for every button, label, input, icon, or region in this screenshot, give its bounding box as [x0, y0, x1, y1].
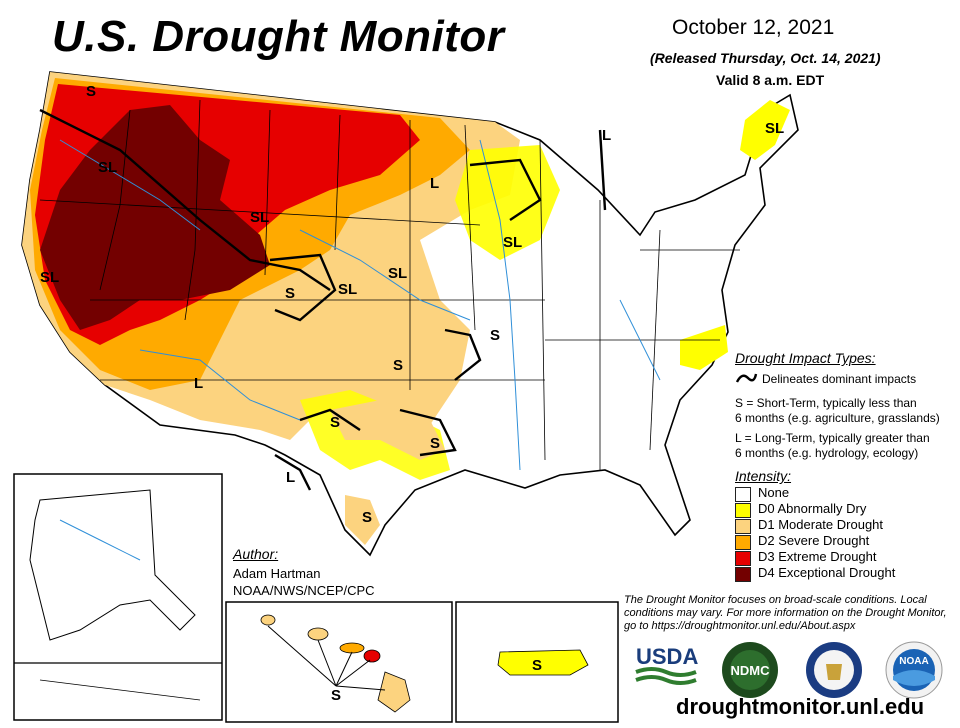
- map-label-s: S: [430, 435, 440, 452]
- hawaii-inset: [225, 601, 453, 723]
- hawaii-pointer-lines: [267, 625, 386, 691]
- drought-d0-northeast: [740, 100, 790, 160]
- impact-line-desc: Delineates dominant impacts: [762, 372, 917, 386]
- alaska-shape: [29, 489, 196, 641]
- map-label-s: S: [393, 357, 403, 374]
- map-label-s: S: [330, 414, 340, 431]
- short-term-desc-2: 6 months (e.g. agriculture, grasslands): [735, 411, 940, 425]
- swatch-d3: [735, 551, 751, 566]
- map-title: U.S. Drought Monitor: [52, 12, 505, 61]
- label-d2: D2 Severe Drought: [758, 533, 870, 548]
- svg-text:USDA: USDA: [636, 644, 698, 669]
- state-boundaries: [39, 99, 740, 470]
- swatch-none: [735, 487, 751, 502]
- website-url[interactable]: droughtmonitor.unl.edu: [676, 694, 925, 719]
- map-date: October 12, 2021: [672, 16, 835, 39]
- label-d1: D1 Moderate Drought: [758, 517, 884, 532]
- map-label-l: L: [286, 469, 295, 486]
- map-label-sl: SL: [98, 159, 117, 176]
- long-term-desc-2: 6 months (e.g. hydrology, ecology): [735, 446, 919, 460]
- swatch-d0: [735, 503, 751, 518]
- long-term-desc: L = Long-Term, typically greater than: [735, 431, 930, 445]
- intensity-legend-heading: Intensity:: [735, 468, 792, 484]
- label-d4: D4 Exceptional Drought: [758, 565, 896, 580]
- rivers: [59, 139, 661, 471]
- drought-d1-south-texas: [345, 495, 380, 545]
- map-label-sl: SL: [250, 209, 269, 226]
- map-label-s: S: [331, 687, 341, 704]
- map-label-s: S: [532, 657, 542, 674]
- svg-text:NDMC: NDMC: [731, 663, 771, 678]
- valid-time: Valid 8 a.m. EDT: [716, 72, 825, 88]
- drought-d0-midwest: [455, 145, 560, 260]
- author-name: Adam Hartman: [233, 566, 321, 581]
- impact-lines: [39, 108, 607, 491]
- usda-logo: USDA: [635, 644, 698, 685]
- drought-d4-west: [40, 105, 270, 330]
- svg-text:NOAA: NOAA: [899, 656, 928, 667]
- impact-labels: SL SL SL SL SL SL SL S S S S S S S L L L…: [40, 83, 784, 526]
- author-heading: Author:: [233, 546, 279, 562]
- map-label-s: S: [362, 509, 372, 526]
- drought-d0-carolinas: [680, 325, 728, 370]
- noaa-logo: NOAA: [885, 641, 943, 699]
- map-label-s: S: [285, 285, 295, 302]
- swatch-d2: [735, 535, 751, 550]
- label-none: None: [758, 485, 790, 500]
- map-label-sl: SL: [388, 265, 407, 282]
- map-label-sl: SL: [40, 269, 59, 286]
- map-label-s: S: [86, 83, 96, 100]
- label-d0: D0 Abnormally Dry: [758, 501, 867, 516]
- map-label-sl: SL: [765, 120, 784, 137]
- puerto-rico-shape: [497, 649, 589, 676]
- swatch-d1: [735, 519, 751, 534]
- map-label-l: L: [430, 175, 439, 192]
- impact-legend-heading: Drought Impact Types:: [735, 350, 876, 366]
- map-label-l: L: [194, 375, 203, 392]
- author-org: NOAA/NWS/NCEP/CPC: [233, 583, 375, 598]
- swatch-d4: [735, 567, 751, 582]
- map-label-sl: SL: [338, 281, 357, 298]
- label-d3: D3 Extreme Drought: [758, 549, 877, 564]
- map-label-s: S: [490, 327, 500, 344]
- release-date: (Released Thursday, Oct. 14, 2021): [650, 50, 881, 66]
- hawaii-islands: [260, 614, 411, 713]
- map-label-l: L: [602, 127, 611, 144]
- ndmc-logo: NDMC: [722, 642, 778, 698]
- short-term-desc: S = Short-Term, typically less than: [735, 396, 917, 410]
- commerce-seal: [806, 642, 862, 698]
- impact-line-icon: [735, 373, 758, 383]
- footnote: The Drought Monitor focuses on broad-sca…: [624, 594, 947, 632]
- map-label-sl: SL: [503, 234, 522, 251]
